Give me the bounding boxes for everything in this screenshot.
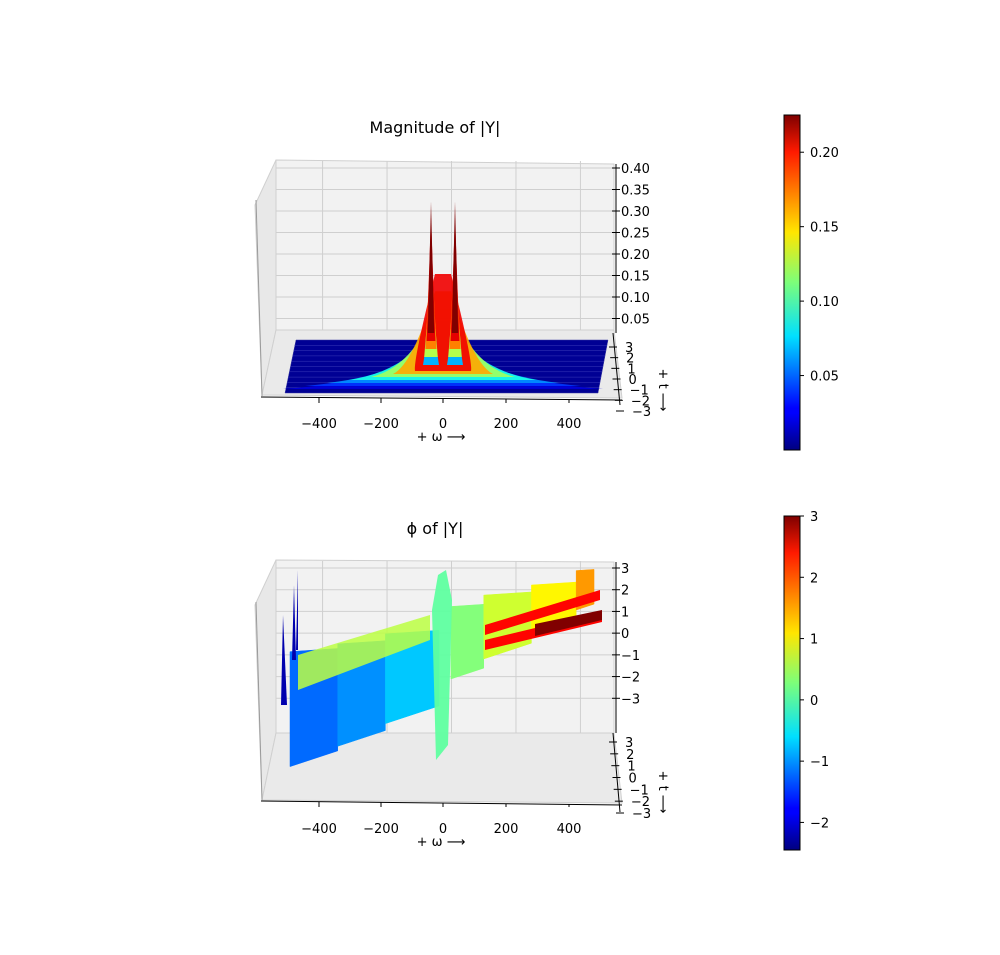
phase-colorbar-ticks: 3 2 1 0 −1 −2 (800, 510, 829, 831)
y-tick-label: 3 (625, 736, 633, 751)
colorbar-tick-label: 0 (810, 694, 818, 709)
x-tick-label: 400 (557, 417, 582, 432)
z-tick-label: 0.15 (621, 270, 650, 285)
z-tick-label: 0.05 (621, 313, 650, 328)
y-tick-label: −2 (631, 394, 650, 409)
z-tick-label: −1 (621, 649, 640, 664)
magnitude-x-axis-line (260, 396, 623, 401)
surface-peak (451, 201, 459, 333)
y-tick-label: −3 (632, 807, 651, 822)
magnitude-left-edge (255, 199, 263, 397)
magnitude-x-axis-label: + ω ⟶ (417, 430, 466, 445)
y-tick-label: 2 (626, 748, 634, 763)
y-tick-label: −3 (632, 405, 651, 420)
phase-y-axis-label: + t ⟶ (655, 771, 670, 814)
y-tick-label: −1 (630, 783, 649, 798)
y-tick-label: 0 (629, 772, 637, 787)
z-tick-label: 0.25 (621, 227, 650, 242)
z-tick-label: 0.10 (621, 291, 650, 306)
surface-band (535, 610, 602, 636)
surface-spike (281, 615, 287, 705)
colorbar-tick-label: 0.05 (810, 370, 839, 385)
magnitude-x-ticks: −400 −200 0 200 400 (301, 397, 581, 432)
z-tick-label: 0 (621, 627, 629, 642)
colorbar-tick-label: 0.20 (810, 146, 839, 161)
y-tick-label: 1 (627, 362, 635, 377)
magnitude-panel: Magnitude of |Y| −400 −200 0 200 400 3210−1−… (254, 114, 839, 451)
y-tick-label: 3 (625, 341, 633, 356)
magnitude-z-ticks: 0.40 0.35 0.30 0.25 0.20 0.15 0.10 0.05 (612, 162, 650, 328)
x-tick-label: 400 (557, 822, 582, 837)
magnitude-surface (283, 201, 609, 394)
phase-x-ticks: −400 −200 0 200 400 (301, 801, 582, 837)
y-tick-label: 2 (626, 352, 634, 367)
phase-left-edge (255, 601, 263, 801)
x-tick-label: −400 (301, 822, 337, 837)
z-tick-label: 0.30 (621, 205, 650, 220)
colorbar-tick-label: 1 (810, 633, 818, 648)
z-tick-label: 3 (621, 562, 629, 577)
colorbar-tick-label: 3 (810, 510, 818, 525)
colorbar-tick-label: 2 (810, 571, 818, 586)
phase-colorbar (783, 515, 801, 851)
magnitude-y-axis-line (612, 332, 621, 406)
z-tick-label: 1 (621, 605, 629, 620)
surface-spike (292, 585, 296, 660)
magnitude-colorbar (783, 114, 801, 451)
y-tick-label: 0 (629, 373, 637, 388)
magnitude-title: Magnitude of |Y| (370, 118, 501, 137)
colorbar-tick-label: 0.15 (810, 221, 839, 236)
surface-band (450, 604, 484, 680)
phase-x-axis-line (260, 800, 623, 806)
surface-spike (296, 570, 298, 650)
y-tick-label: −1 (630, 384, 649, 399)
colorbar-tick-label: −2 (810, 816, 829, 831)
x-tick-label: −200 (363, 822, 399, 837)
z-tick-label: 0.40 (621, 162, 650, 177)
phase-x-axis-label: + ω ⟶ (417, 835, 466, 850)
x-tick-label: 0 (439, 822, 447, 837)
surface-discontinuity (432, 570, 452, 760)
y-tick-label: −2 (631, 795, 650, 810)
x-tick-label: 0 (439, 417, 447, 432)
colorbar-tick-label: 0.10 (810, 295, 839, 310)
x-tick-label: −400 (301, 417, 337, 432)
y-tick-label: 1 (627, 760, 635, 775)
magnitude-y-axis-label: + t ⟶ (655, 369, 670, 412)
phase-y-axis-line (612, 732, 621, 813)
z-tick-label: 2 (621, 584, 629, 599)
colorbar-tick-label: −1 (810, 755, 829, 770)
phase-z-ticks: 3 2 1 0 −1 −2 −3 (612, 562, 640, 707)
surface-peak (427, 201, 435, 333)
x-tick-label: 200 (494, 417, 519, 432)
phase-surface (281, 569, 602, 767)
x-tick-label: 200 (494, 822, 519, 837)
surface-band (298, 615, 430, 690)
z-tick-label: −2 (621, 671, 640, 686)
z-tick-label: −3 (621, 692, 640, 707)
magnitude-colorbar-ticks: 0.20 0.15 0.10 0.05 (800, 146, 839, 385)
phase-title: ϕ of |Y| (407, 519, 464, 538)
z-tick-label: 0.20 (621, 248, 650, 263)
x-tick-label: −200 (363, 417, 399, 432)
z-tick-label: 0.35 (621, 184, 650, 199)
surface-band (485, 590, 600, 635)
magnitude-grid (276, 161, 614, 330)
phase-floor-pane (261, 732, 623, 804)
